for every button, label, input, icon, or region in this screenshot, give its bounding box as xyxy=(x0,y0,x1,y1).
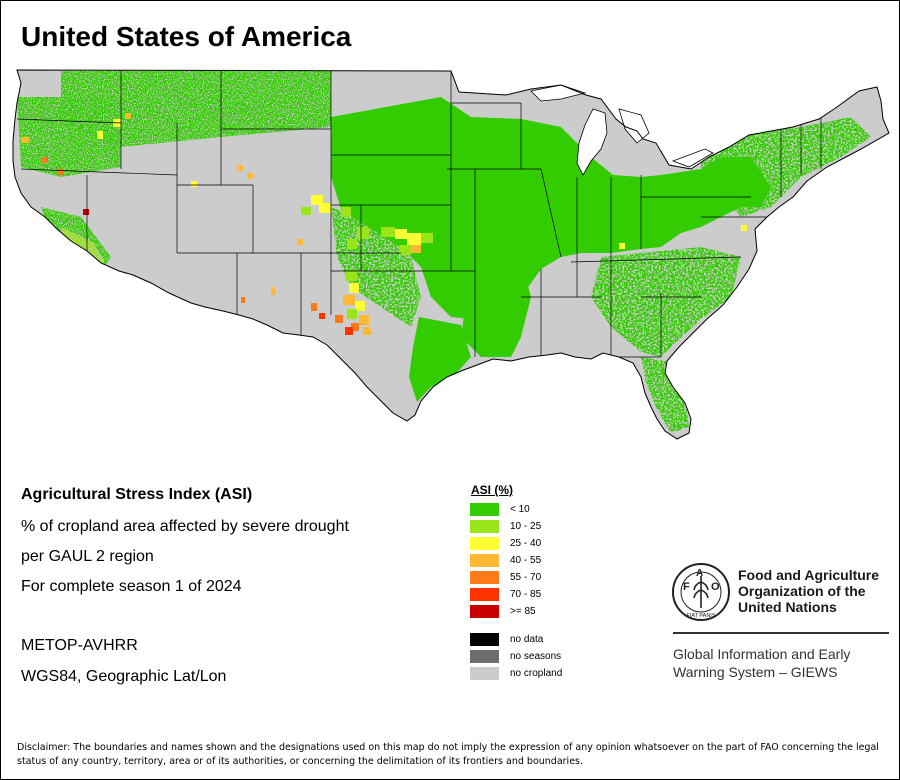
legend-label: 10 - 25 xyxy=(510,521,542,532)
legend-swatch xyxy=(470,633,499,646)
fao-logo-icon: F A O FIAT PANIS xyxy=(672,563,730,621)
asi-cropland-layer xyxy=(17,71,871,433)
asi-moderate-california xyxy=(61,227,105,262)
giews-line: Global Information and Early xyxy=(673,646,851,662)
map-product-subtitle: % of cropland area affected by severe dr… xyxy=(21,518,349,535)
giews-name: Global Information and Early Warning Sys… xyxy=(673,645,850,681)
legend-label: no data xyxy=(510,634,544,645)
legend-swatch xyxy=(470,537,499,550)
fao-initial-a: A xyxy=(696,568,703,579)
legend-label: < 10 xyxy=(510,504,530,515)
logo-divider xyxy=(673,632,889,634)
legend-item: no cropland xyxy=(470,667,590,681)
map-unit-description: per GAUL 2 region xyxy=(21,548,154,565)
legend-item: 70 - 85 xyxy=(470,588,590,602)
legend-swatch xyxy=(470,503,499,516)
legend-item: < 10 xyxy=(470,503,590,517)
legend-label: 25 - 40 xyxy=(510,538,542,549)
legend-swatch xyxy=(470,520,499,533)
legend-item: no data xyxy=(470,633,590,647)
state-boundaries xyxy=(16,71,822,358)
asi-low-stress-plains xyxy=(331,207,421,327)
asi-stress-kansas xyxy=(341,207,433,255)
legend-swatch xyxy=(470,588,499,601)
asi-low-stress-pacific-nw xyxy=(17,97,121,177)
lake-erie xyxy=(671,148,714,168)
legend-item: 10 - 25 xyxy=(470,520,590,534)
legend-item: no seasons xyxy=(470,650,590,664)
map-season: For complete season 1 of 2024 xyxy=(21,578,242,595)
legend-title: ASI (%) xyxy=(471,483,513,497)
legend-swatch xyxy=(470,571,499,584)
legend-label: no cropland xyxy=(510,668,563,679)
legend-swatch xyxy=(470,554,499,567)
asi-stress-west-texas xyxy=(335,271,371,335)
asi-low-stress-delta xyxy=(461,262,531,357)
legend-label: >= 85 xyxy=(510,606,536,617)
legend-label: 55 - 70 xyxy=(510,572,542,583)
map-product-title: Agricultural Stress Index (ASI) xyxy=(21,486,253,503)
fao-initial-f: F xyxy=(683,581,690,593)
fao-initial-o: O xyxy=(711,581,720,593)
fao-name: Food and Agriculture Organization of the… xyxy=(738,567,879,615)
map-sensor: METOP-AVHRR xyxy=(21,637,138,654)
asi-low-stress-montana xyxy=(61,71,331,147)
fao-name-line: Food and Agriculture xyxy=(738,567,880,583)
asi-low-stress-southeast xyxy=(591,247,741,357)
map-title: United States of America xyxy=(21,21,352,52)
disclaimer-text: Disclaimer: The boundaries and names sho… xyxy=(17,742,879,767)
asi-low-stress-cornbelt xyxy=(331,97,771,319)
usa-asi-map xyxy=(12,69,890,440)
legend-label: 40 - 55 xyxy=(510,555,542,566)
legend-item: 40 - 55 xyxy=(470,554,590,568)
legend-swatch xyxy=(470,650,499,663)
legend-swatch xyxy=(470,605,499,618)
legend-item: 55 - 70 xyxy=(470,571,590,585)
giews-line: Warning System – GIEWS xyxy=(673,664,838,680)
map-projection: WGS84, Geographic Lat/Lon xyxy=(21,668,227,685)
asi-low-stress-texas xyxy=(409,317,471,402)
legend-label: no seasons xyxy=(510,651,562,662)
lake-michigan xyxy=(576,108,608,176)
fao-name-line: Organization of the xyxy=(738,583,866,599)
legend-item: >= 85 xyxy=(470,605,590,619)
fao-name-line: United Nations xyxy=(738,599,837,615)
asi-stress-colorado xyxy=(297,195,331,245)
asi-low-stress-florida xyxy=(641,357,689,433)
asi-low-stress-northeast xyxy=(701,117,871,217)
asi-stress-southwest xyxy=(241,287,325,319)
legend-item: 25 - 40 xyxy=(470,537,590,551)
legend-swatch xyxy=(470,667,499,680)
fao-motto: FIAT PANIS xyxy=(686,613,715,619)
legend-label: 70 - 85 xyxy=(510,589,542,600)
